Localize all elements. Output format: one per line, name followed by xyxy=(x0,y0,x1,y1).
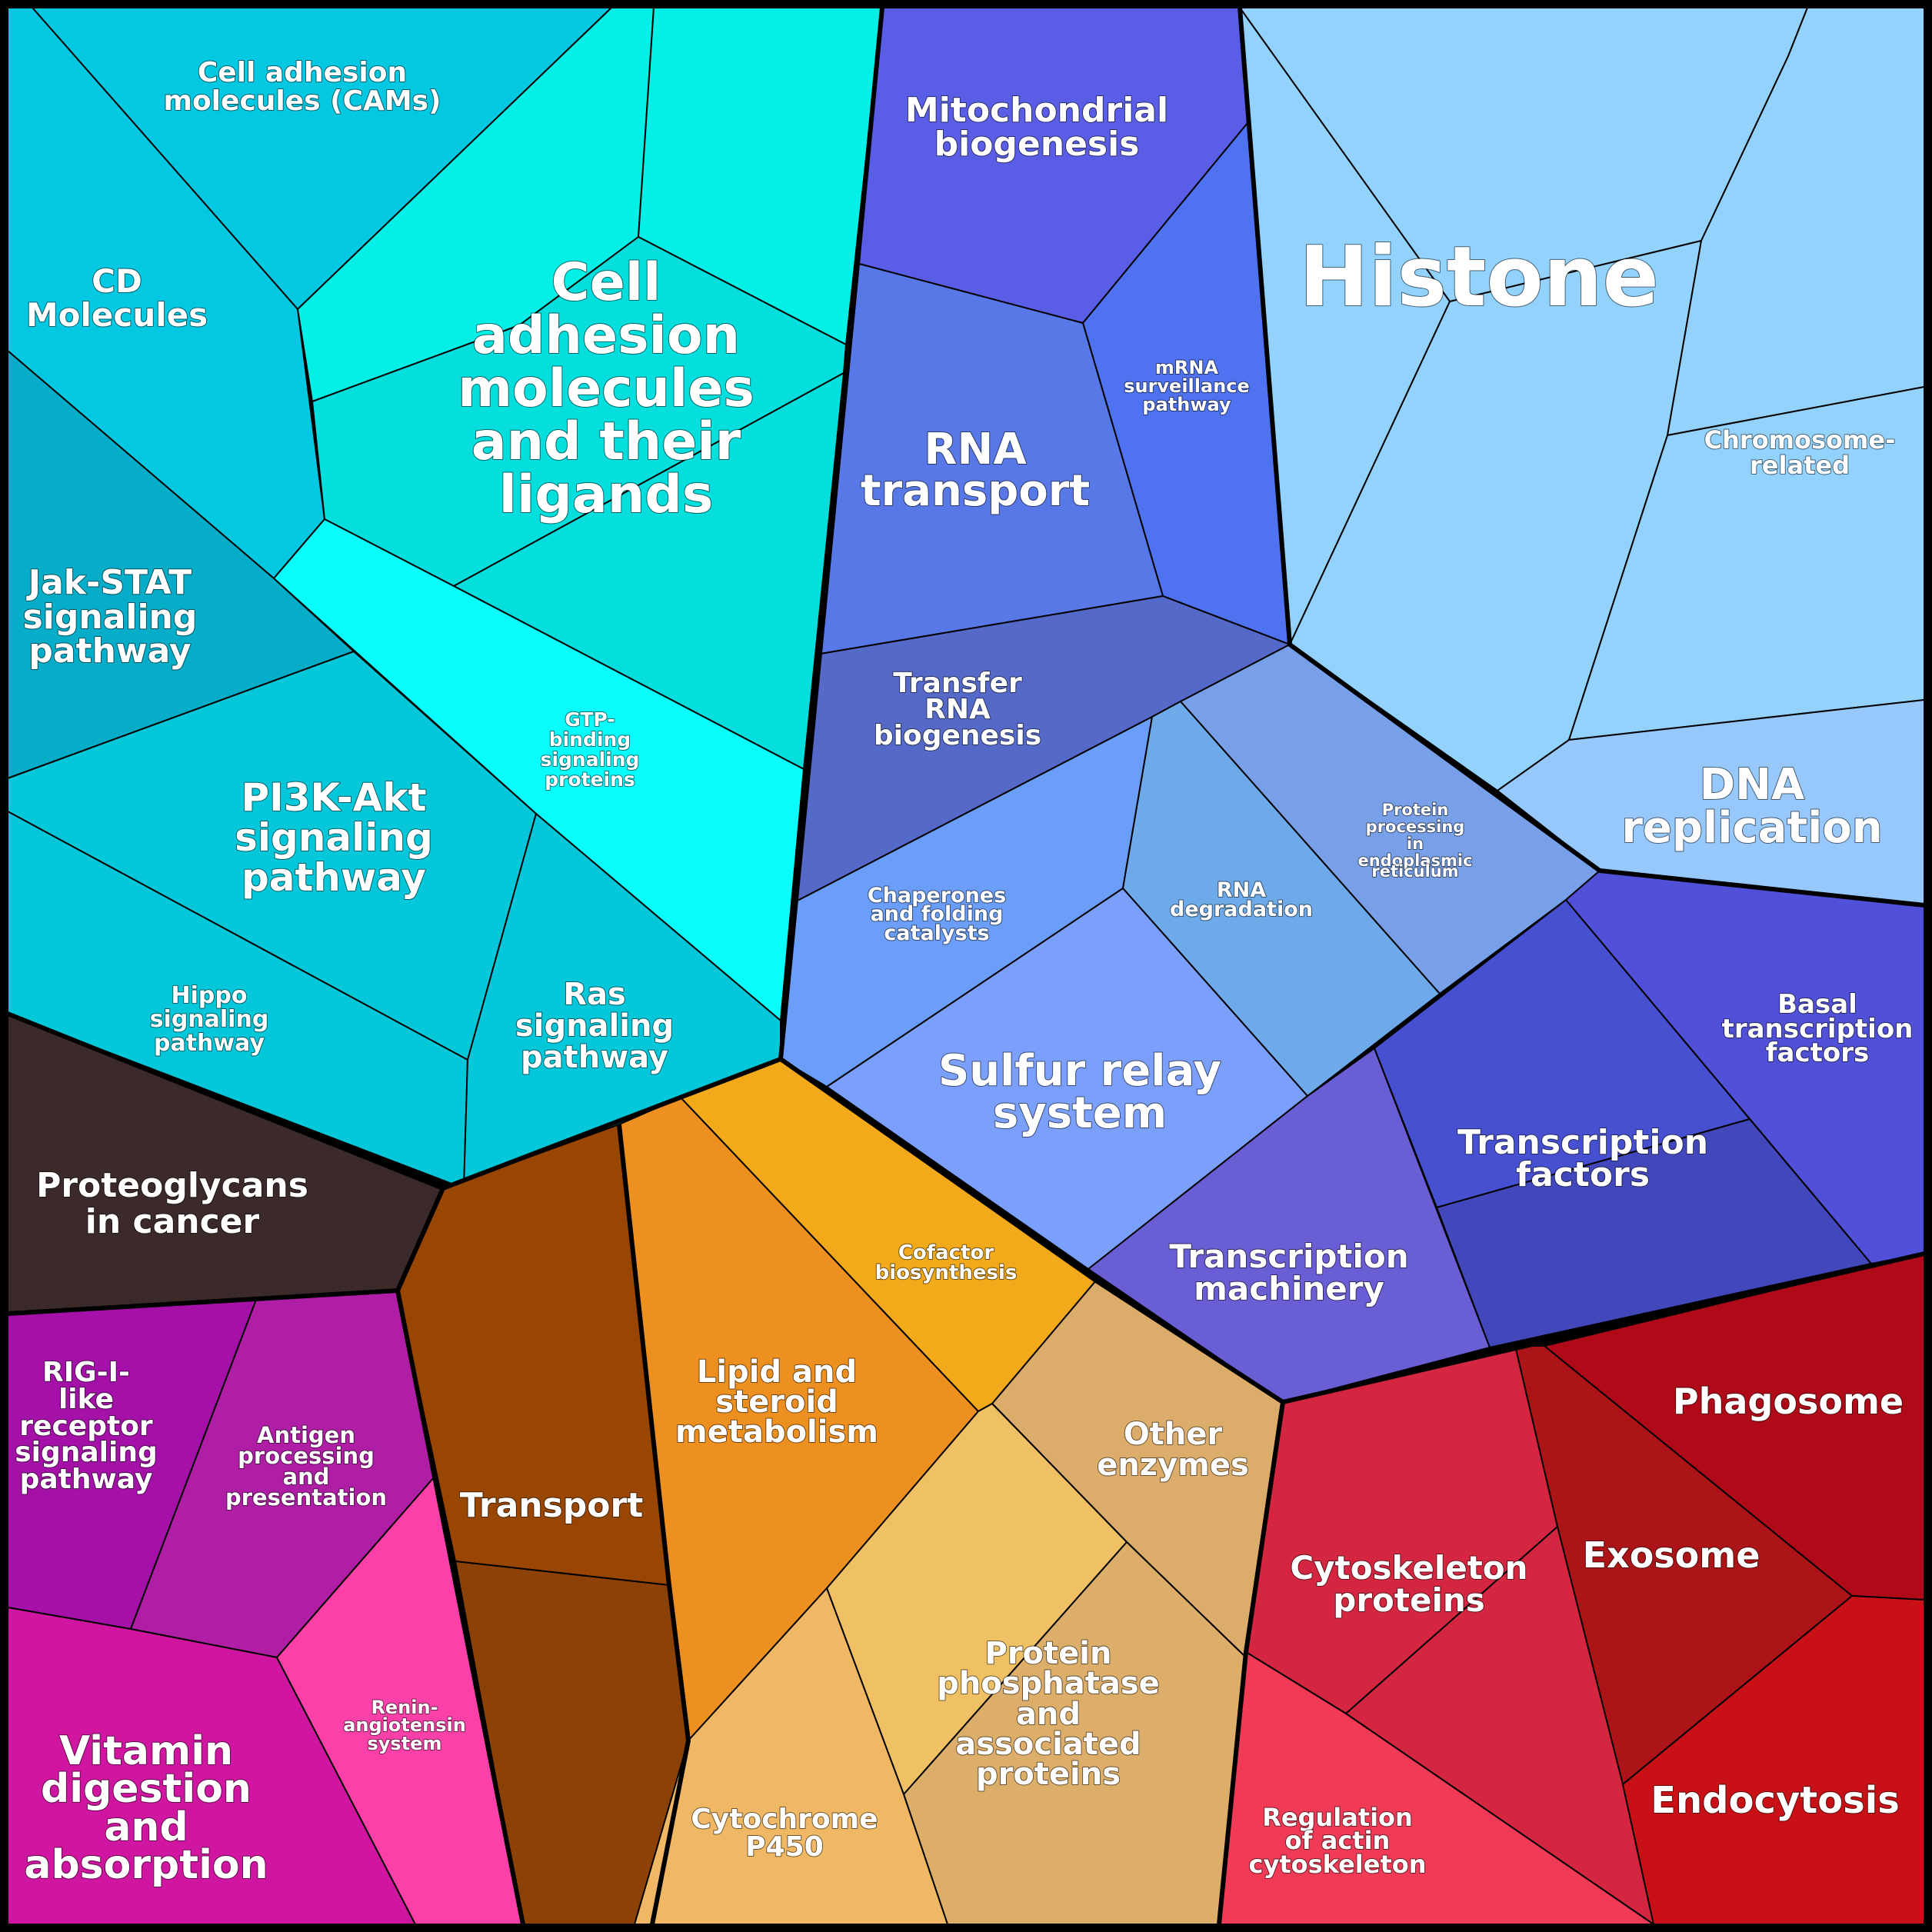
label-hippo: Hippo signaling pathway xyxy=(150,982,269,1057)
label-cofactor: Cofactor biosynthesis xyxy=(875,1241,1018,1284)
label-endocytosis: Endocytosis xyxy=(1651,1779,1900,1822)
label-histone: Histone xyxy=(1299,229,1659,325)
label-transcription-machinery: Transcription machinery xyxy=(1169,1237,1408,1307)
label-renin: Renin-angiotensin system xyxy=(343,1697,466,1754)
label-proteoglycans: Proteoglycans in cancer xyxy=(36,1166,308,1241)
border-cyan-blue xyxy=(778,7,884,1060)
label-phagosome: Phagosome xyxy=(1673,1381,1904,1422)
label-rig-i: RIG-I-like receptor signaling pathway xyxy=(15,1357,158,1495)
label-cd-molecules: CD Molecules xyxy=(26,262,208,334)
label-antigen: Antigen processing and presentation xyxy=(225,1422,387,1511)
border-transport-left xyxy=(395,1290,525,1925)
label-mito-biogenesis: Mitochondrial biogenesis xyxy=(905,91,1168,164)
border-blue-red xyxy=(1282,1251,1925,1404)
label-other-enzymes: Other enzymes xyxy=(1097,1417,1249,1483)
label-vitamin: Vitamin digestion and absorption xyxy=(24,1728,268,1888)
group-borders xyxy=(6,7,1925,1925)
label-cams: Cell adhesion molecules (CAMs) xyxy=(163,57,441,117)
label-trna-biogenesis: Transfer RNA biogenesis xyxy=(874,668,1041,751)
cell-rna-degradation[interactable] xyxy=(1122,701,1441,1097)
label-pi3k-akt: PI3K-Akt signaling pathway xyxy=(235,775,433,900)
label-chromosome-related: Chromosome-related xyxy=(1704,425,1896,480)
label-lipid-steroid: Lipid and steroid metabolism xyxy=(675,1354,878,1450)
label-transport: Transport xyxy=(460,1486,644,1525)
label-sulfur-relay: Sulfur relay system xyxy=(938,1046,1221,1138)
label-chaperones: Chaperones and folding catalysts xyxy=(868,884,1006,945)
label-cytoskeleton: Cytoskeleton proteins xyxy=(1290,1549,1527,1619)
label-protein-phosphatase: Protein phosphatase and associated proteins xyxy=(937,1636,1160,1792)
label-cytochrome: Cytochrome P450 xyxy=(691,1804,878,1863)
label-gtp-binding: GTP-binding signaling proteins xyxy=(541,708,640,791)
border-blue-orange xyxy=(779,1057,1284,1404)
label-cell-adhesion-ligands: Cell adhesion molecules and their ligands xyxy=(458,252,754,525)
label-mrna-surveillance: mRNA surveillance pathway xyxy=(1124,357,1250,415)
label-rna-degradation: RNA degradation xyxy=(1170,878,1313,921)
label-rna-transport: RNA transport xyxy=(861,425,1090,516)
border-transport-right xyxy=(617,1124,691,1925)
border-blue-lightblue xyxy=(1237,7,1925,908)
label-ras: Ras signaling pathway xyxy=(515,977,674,1075)
labels: Cell adhesion molecules (CAMs) CD Molecule… xyxy=(14,56,1914,1889)
label-actin: Regulation of actin cytoskeleton xyxy=(1248,1803,1426,1879)
label-basal-tf: Basal transcription factors xyxy=(1722,989,1914,1068)
label-protein-processing-er: Protein processing in endoplasmic reticulum xyxy=(1357,801,1472,881)
border-orange-red xyxy=(1217,1401,1285,1925)
cells xyxy=(7,7,1925,1925)
label-exosome: Exosome xyxy=(1583,1534,1760,1576)
label-transcription-factors: Transcription factors xyxy=(1457,1123,1708,1194)
label-jak-stat: Jak-STAT signaling pathway xyxy=(23,563,198,671)
label-dna-replication: DNA replication xyxy=(1621,760,1882,853)
